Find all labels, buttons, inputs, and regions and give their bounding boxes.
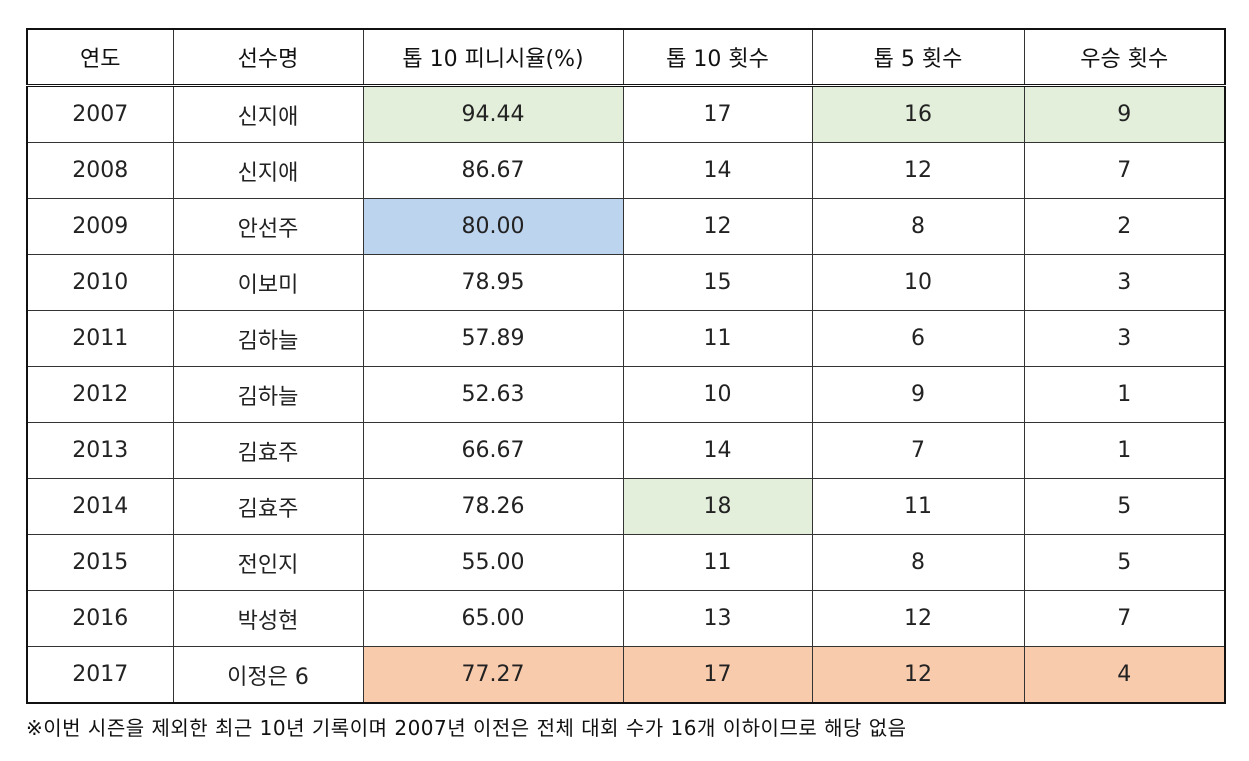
table-row: 2017 이정은 6 77.27 17 12 4	[26, 646, 1226, 704]
cell-wins: 5	[1023, 478, 1226, 535]
cell-top10-count: 12	[622, 198, 813, 255]
cell-top10-rate: 52.63	[362, 366, 624, 423]
cell-top10-rate: 66.67	[362, 422, 624, 479]
cell-player: 김하늘	[172, 310, 364, 367]
cell-player: 김효주	[172, 422, 364, 479]
cell-top5-count: 8	[811, 198, 1025, 255]
cell-player: 박성현	[172, 590, 364, 647]
cell-top10-rate: 94.44	[362, 85, 624, 143]
cell-top10-count: 17	[622, 85, 813, 143]
cell-top10-count: 10	[622, 366, 813, 423]
cell-year: 2016	[26, 590, 174, 647]
footnote: ※이번 시즌을 제외한 최근 10년 기록이며 2007년 이전은 전체 대회 …	[26, 716, 907, 740]
cell-year: 2011	[26, 310, 174, 367]
cell-top5-count: 10	[811, 254, 1025, 311]
table-row: 2012 김하늘 52.63 10 9 1	[26, 366, 1226, 423]
header-row: 연도 선수명 톱 10 피니시율(%) 톱 10 횟수 톱 5 횟수 우승 횟수	[26, 28, 1226, 87]
cell-top5-count: 12	[811, 590, 1025, 647]
cell-wins: 3	[1023, 310, 1226, 367]
table-row: 2011 김하늘 57.89 11 6 3	[26, 310, 1226, 367]
cell-top10-rate: 57.89	[362, 310, 624, 367]
cell-top5-count: 12	[811, 142, 1025, 199]
cell-player: 이정은 6	[172, 646, 364, 704]
cell-top10-rate: 86.67	[362, 142, 624, 199]
cell-top5-count: 12	[811, 646, 1025, 704]
stats-table: 연도 선수명 톱 10 피니시율(%) 톱 10 횟수 톱 5 횟수 우승 횟수…	[26, 28, 1226, 704]
cell-player: 안선주	[172, 198, 364, 255]
table-row: 2008 신지애 86.67 14 12 7	[26, 142, 1226, 199]
cell-year: 2015	[26, 534, 174, 591]
cell-year: 2014	[26, 478, 174, 535]
cell-top5-count: 16	[811, 85, 1025, 143]
table-row: 2013 김효주 66.67 14 7 1	[26, 422, 1226, 479]
cell-top5-count: 11	[811, 478, 1025, 535]
cell-top10-rate: 78.26	[362, 478, 624, 535]
table-row: 2009 안선주 80.00 12 8 2	[26, 198, 1226, 255]
cell-wins: 3	[1023, 254, 1226, 311]
cell-player: 김하늘	[172, 366, 364, 423]
cell-top10-count: 14	[622, 422, 813, 479]
cell-top10-rate: 77.27	[362, 646, 624, 704]
cell-top10-rate: 80.00	[362, 198, 624, 255]
cell-top10-rate: 65.00	[362, 590, 624, 647]
cell-wins: 9	[1023, 85, 1226, 143]
cell-top5-count: 7	[811, 422, 1025, 479]
table-row: 2015 전인지 55.00 11 8 5	[26, 534, 1226, 591]
header-top10-rate: 톱 10 피니시율(%)	[362, 28, 624, 87]
cell-top10-count: 18	[622, 478, 813, 535]
cell-year: 2013	[26, 422, 174, 479]
cell-top10-count: 13	[622, 590, 813, 647]
cell-player: 전인지	[172, 534, 364, 591]
cell-top10-count: 11	[622, 534, 813, 591]
cell-year: 2007	[26, 85, 174, 143]
cell-year: 2008	[26, 142, 174, 199]
table-row: 2014 김효주 78.26 18 11 5	[26, 478, 1226, 535]
cell-top10-rate: 55.00	[362, 534, 624, 591]
table-row: 2010 이보미 78.95 15 10 3	[26, 254, 1226, 311]
table-row: 2016 박성현 65.00 13 12 7	[26, 590, 1226, 647]
cell-player: 신지애	[172, 142, 364, 199]
cell-top10-count: 17	[622, 646, 813, 704]
cell-top5-count: 9	[811, 366, 1025, 423]
header-top10-count: 톱 10 횟수	[622, 28, 813, 87]
cell-wins: 1	[1023, 366, 1226, 423]
cell-wins: 2	[1023, 198, 1226, 255]
cell-player: 김효주	[172, 478, 364, 535]
cell-year: 2009	[26, 198, 174, 255]
header-wins: 우승 횟수	[1023, 28, 1226, 87]
header-player: 선수명	[172, 28, 364, 87]
cell-wins: 1	[1023, 422, 1226, 479]
cell-year: 2017	[26, 646, 174, 704]
header-top5-count: 톱 5 횟수	[811, 28, 1025, 87]
cell-wins: 7	[1023, 142, 1226, 199]
cell-top10-count: 14	[622, 142, 813, 199]
cell-top5-count: 6	[811, 310, 1025, 367]
header-year: 연도	[26, 28, 174, 87]
cell-wins: 4	[1023, 646, 1226, 704]
cell-top10-rate: 78.95	[362, 254, 624, 311]
cell-year: 2012	[26, 366, 174, 423]
cell-wins: 7	[1023, 590, 1226, 647]
cell-player: 이보미	[172, 254, 364, 311]
cell-top10-count: 15	[622, 254, 813, 311]
table-body: 2007 신지애 94.44 17 16 9 2008 신지애 86.67 14 12 7 2009 안선…	[26, 85, 1226, 704]
cell-top10-count: 11	[622, 310, 813, 367]
cell-wins: 5	[1023, 534, 1226, 591]
table-row: 2007 신지애 94.44 17 16 9	[26, 85, 1226, 143]
cell-year: 2010	[26, 254, 174, 311]
cell-top5-count: 8	[811, 534, 1025, 591]
cell-player: 신지애	[172, 85, 364, 143]
